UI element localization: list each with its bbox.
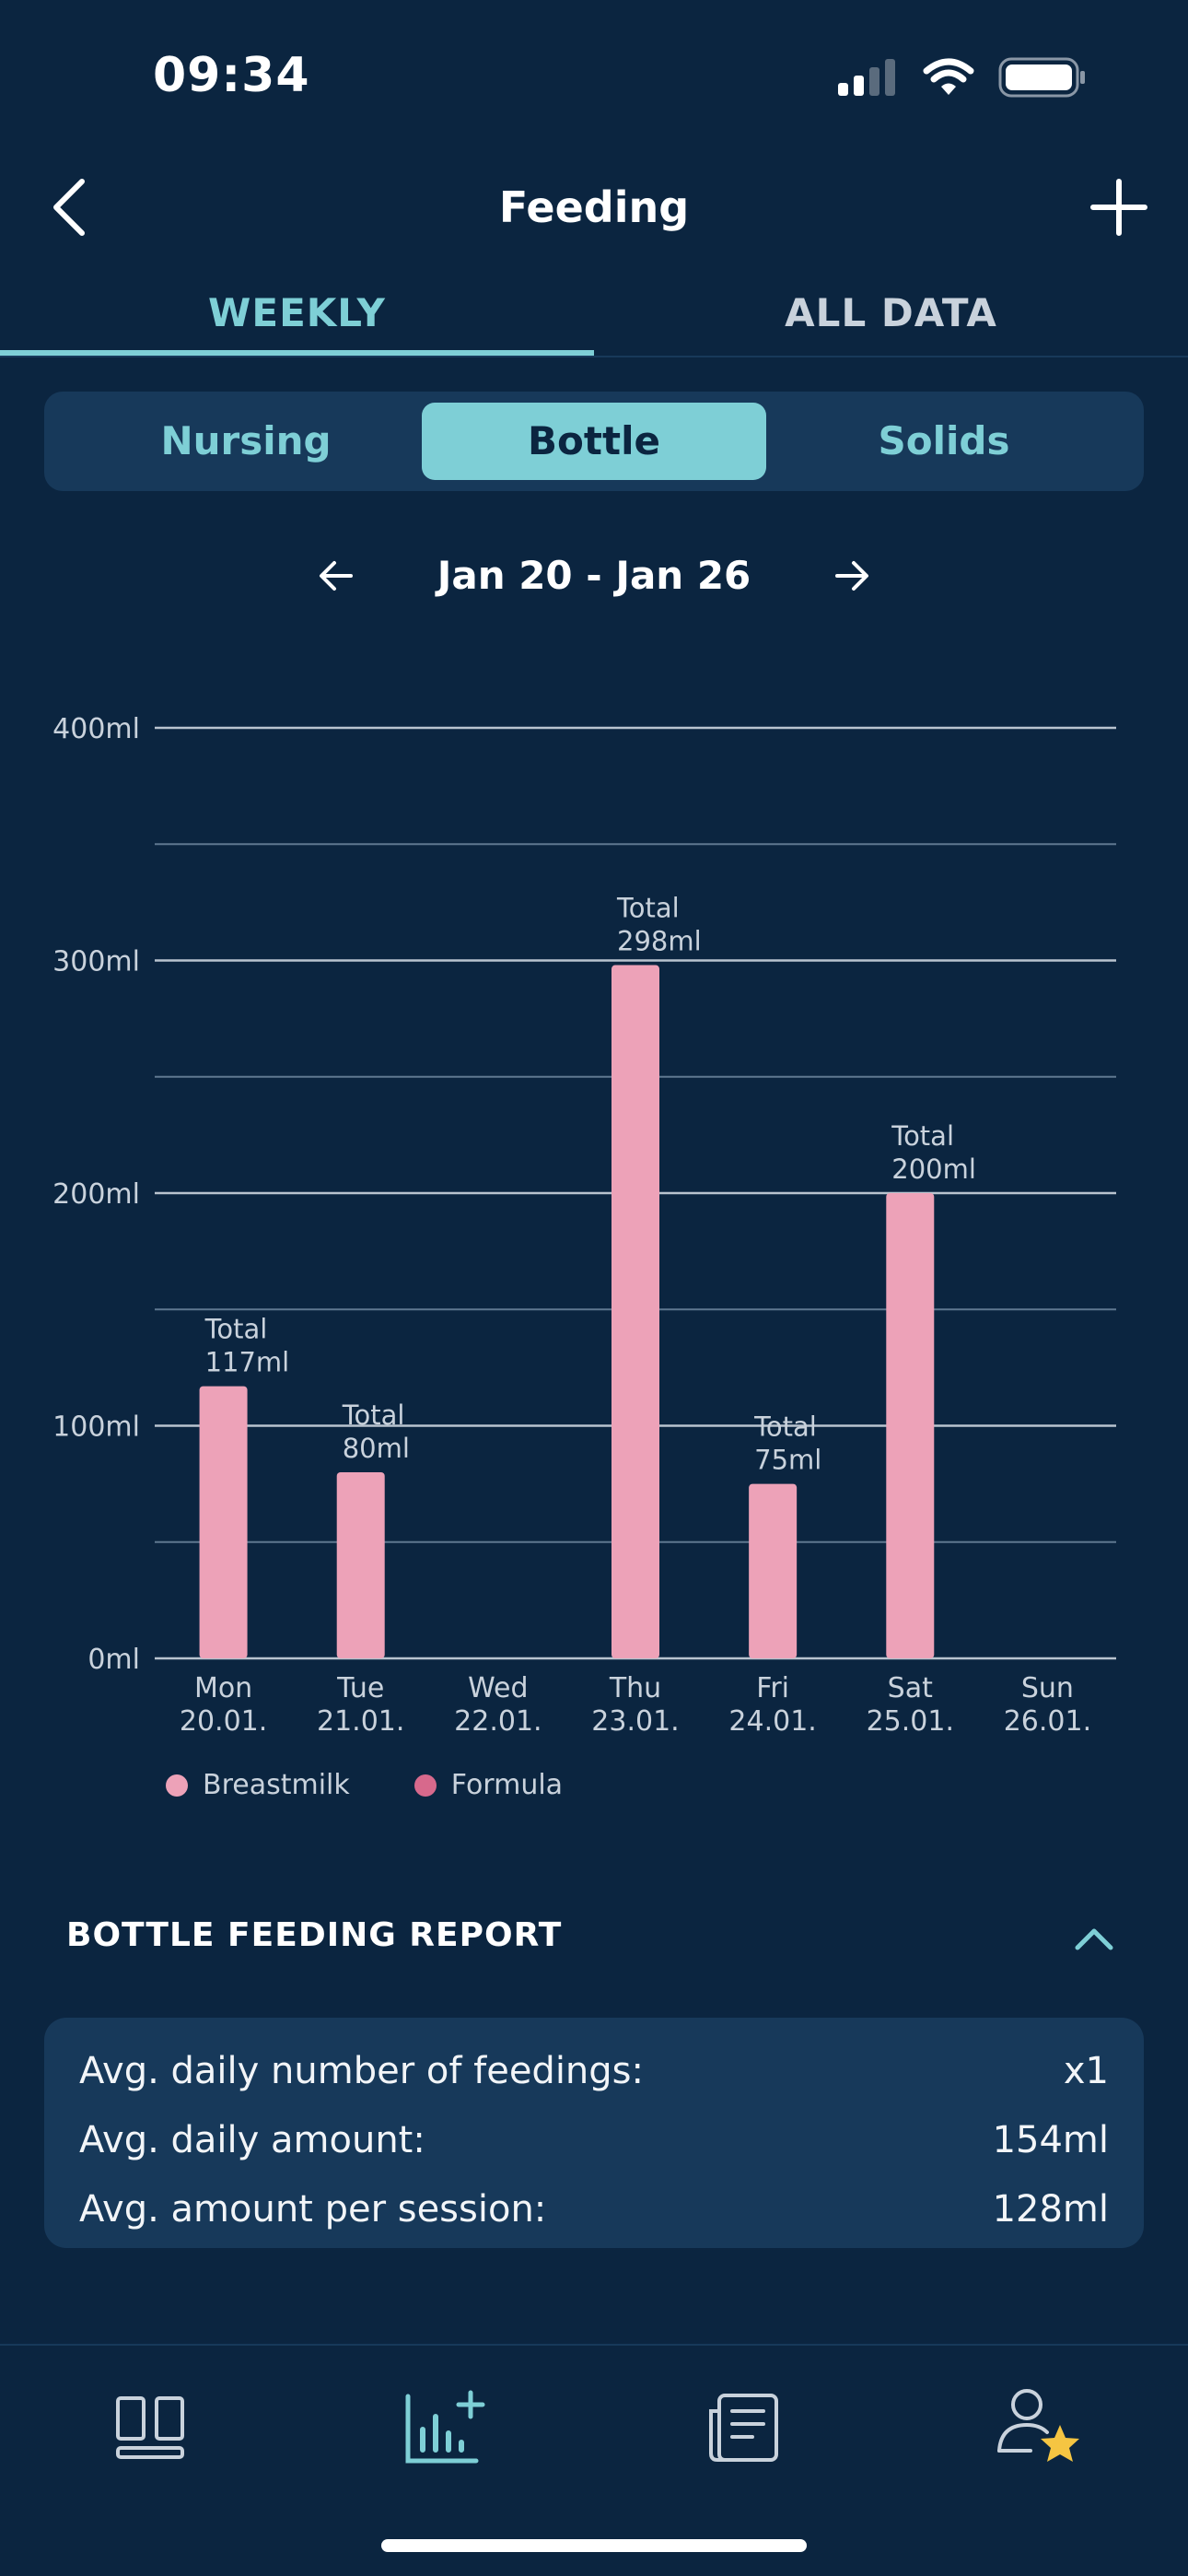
x-tick-date: 21.01. bbox=[317, 1705, 404, 1738]
total-label: Total bbox=[616, 893, 680, 924]
x-tick-day: Tue bbox=[336, 1672, 384, 1704]
report-label: Avg. amount per session: bbox=[79, 2187, 547, 2231]
report-value: x1 bbox=[1063, 2049, 1109, 2092]
collapse-report-button[interactable] bbox=[1066, 1916, 1122, 1962]
report-card: Avg. daily number of feedings: x1 Avg. d… bbox=[44, 2018, 1144, 2248]
bottom-nav-divider bbox=[0, 2344, 1188, 2346]
x-tick-day: Sat bbox=[888, 1672, 933, 1704]
report-header: BOTTLE FEEDING REPORT bbox=[66, 1916, 1122, 1962]
x-tick-date: 23.01. bbox=[591, 1705, 679, 1738]
x-tick-day: Fri bbox=[756, 1672, 789, 1704]
x-tick-day: Sun bbox=[1021, 1672, 1074, 1704]
bar-mon bbox=[199, 1386, 248, 1658]
report-label: Avg. daily number of feedings: bbox=[79, 2049, 644, 2092]
legend-dot-formula bbox=[413, 1774, 437, 1797]
chevron-left-icon bbox=[53, 179, 85, 236]
profile-star-icon bbox=[997, 2389, 1079, 2462]
dashboard-icon bbox=[116, 2396, 184, 2459]
legend-dot-breastmilk bbox=[166, 1774, 188, 1797]
tab-all-data[interactable]: ALL DATA bbox=[785, 290, 997, 335]
page-title: Feeding bbox=[498, 182, 690, 232]
tabs-divider bbox=[0, 356, 1188, 357]
nav-journal[interactable] bbox=[693, 2377, 794, 2478]
report-value: 128ml bbox=[992, 2187, 1109, 2231]
legend-item-formula: Formula bbox=[413, 1769, 564, 1801]
segment-nursing[interactable]: Nursing bbox=[160, 418, 332, 463]
nav-bar: Feeding bbox=[0, 166, 1188, 249]
total-value-label: 117ml bbox=[205, 1347, 290, 1378]
plus-icon bbox=[1090, 179, 1147, 236]
segment-bottle[interactable]: Bottle bbox=[422, 403, 766, 480]
x-tick-date: 22.01. bbox=[454, 1705, 542, 1738]
x-tick-date: 20.01. bbox=[180, 1705, 267, 1738]
status-time: 09:34 bbox=[153, 48, 310, 103]
x-tick-day: Wed bbox=[468, 1672, 528, 1704]
x-tick-day: Thu bbox=[609, 1672, 661, 1704]
y-tick-label: 300ml bbox=[52, 946, 140, 978]
back-button[interactable] bbox=[28, 166, 111, 249]
x-tick-day: Mon bbox=[194, 1672, 252, 1704]
x-tick-date: 24.01. bbox=[728, 1705, 816, 1738]
signal-icon bbox=[838, 59, 895, 96]
week-range: Jan 20 - Jan 26 bbox=[437, 553, 751, 598]
previous-week-button[interactable] bbox=[304, 544, 368, 608]
y-tick-label: 200ml bbox=[52, 1178, 140, 1211]
journal-icon bbox=[709, 2394, 778, 2462]
total-label: Total bbox=[891, 1120, 954, 1152]
nav-profile[interactable] bbox=[989, 2377, 1090, 2478]
arrow-left-icon bbox=[320, 561, 353, 591]
legend-item-breastmilk: Breastmilk bbox=[166, 1769, 350, 1801]
bar-tue bbox=[336, 1472, 385, 1658]
total-value-label: 75ml bbox=[754, 1445, 821, 1476]
report-row-session-amount: Avg. amount per session: 128ml bbox=[79, 2174, 1109, 2243]
chevron-up-icon bbox=[1075, 1928, 1113, 1950]
bar-thu bbox=[611, 965, 659, 1658]
report-row-feedings: Avg. daily number of feedings: x1 bbox=[79, 2036, 1109, 2105]
report-title: BOTTLE FEEDING REPORT bbox=[66, 1916, 563, 1954]
view-tabs: WEEKLY ALL DATA bbox=[0, 276, 1188, 359]
report-label: Avg. daily amount: bbox=[79, 2118, 425, 2161]
x-tick-date: 26.01. bbox=[1004, 1705, 1091, 1738]
bar-fri bbox=[749, 1483, 798, 1658]
total-label: Total bbox=[753, 1411, 817, 1443]
total-label: Total bbox=[204, 1314, 268, 1345]
y-tick-label: 0ml bbox=[87, 1644, 140, 1676]
total-value-label: 80ml bbox=[343, 1433, 410, 1464]
nav-dashboard[interactable] bbox=[99, 2377, 201, 2478]
feeding-type-selector: Nursing Bottle Solids bbox=[44, 392, 1144, 491]
segment-solids[interactable]: Solids bbox=[878, 418, 1010, 463]
total-label: Total bbox=[342, 1399, 405, 1431]
legend-label-breastmilk: Breastmilk bbox=[203, 1769, 350, 1801]
week-navigator: Jan 20 - Jan 26 bbox=[0, 544, 1188, 608]
home-indicator bbox=[381, 2539, 807, 2552]
total-value-label: 200ml bbox=[891, 1153, 976, 1185]
x-tick-date: 25.01. bbox=[867, 1705, 954, 1738]
add-button[interactable] bbox=[1077, 166, 1160, 249]
status-icons bbox=[836, 57, 1087, 98]
chart-add-icon bbox=[405, 2390, 485, 2464]
bottom-nav bbox=[0, 2359, 1188, 2478]
report-row-daily-amount: Avg. daily amount: 154ml bbox=[79, 2105, 1109, 2174]
report-value: 154ml bbox=[992, 2118, 1109, 2161]
tab-weekly[interactable]: WEEKLY bbox=[0, 276, 594, 356]
wifi-icon bbox=[923, 58, 974, 95]
status-bar: 09:34 bbox=[0, 0, 1188, 157]
total-value-label: 298ml bbox=[617, 926, 702, 957]
battery-icon bbox=[998, 57, 1085, 98]
next-week-button[interactable] bbox=[820, 544, 884, 608]
legend-label-formula: Formula bbox=[450, 1769, 564, 1801]
bar-sat bbox=[886, 1193, 935, 1658]
y-tick-label: 100ml bbox=[52, 1411, 140, 1444]
chart-legend: Breastmilk Formula bbox=[166, 1769, 563, 1801]
arrow-right-icon bbox=[835, 561, 868, 591]
bottle-feeding-chart: 0ml100ml200ml300ml400mlTotal117mlMon20.0… bbox=[52, 713, 1116, 1738]
nav-statistics[interactable] bbox=[396, 2377, 497, 2478]
y-tick-label: 400ml bbox=[52, 713, 140, 745]
